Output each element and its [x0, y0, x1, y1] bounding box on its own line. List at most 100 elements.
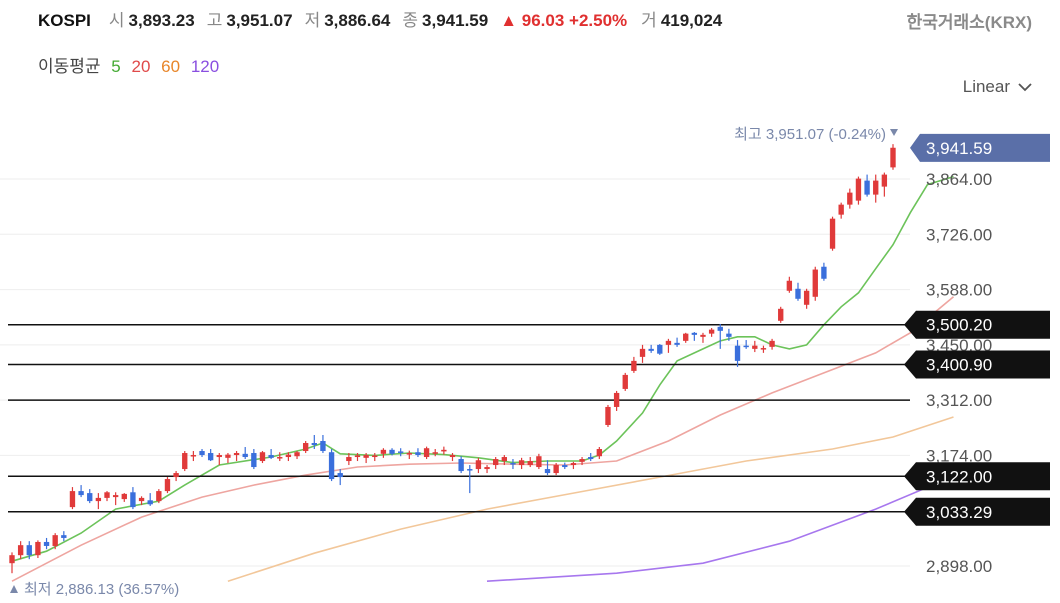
candle-body [734, 345, 741, 361]
candle-body [328, 452, 335, 480]
candle-body [743, 345, 749, 348]
candle-body [467, 469, 473, 471]
ma-5-line [11, 175, 954, 562]
candle-body [26, 545, 32, 556]
candle-body [890, 147, 896, 168]
candle-body [588, 457, 594, 460]
low-annotation: 최저 2,886.13 (36.57%) [24, 581, 179, 598]
candle-body [207, 453, 214, 461]
horizontal-line-tag [904, 350, 1050, 379]
current-price-label: 3,941.59 [926, 139, 992, 158]
y-tick-label: 3,312.00 [926, 391, 992, 410]
horizontal-line-label: 3,400.90 [926, 356, 992, 375]
candle-body [553, 465, 559, 474]
ma-legend-5[interactable]: 5 [111, 57, 121, 76]
candle-body [138, 497, 145, 502]
candle-body [639, 348, 646, 357]
candle-body [570, 463, 577, 466]
candle-body [441, 449, 447, 452]
candle-body [182, 453, 188, 470]
candle-body [311, 443, 317, 446]
candle-body [717, 326, 723, 331]
candle-body [803, 290, 810, 305]
candle-body [147, 500, 153, 505]
candle-body [233, 453, 240, 456]
candle-body [812, 269, 818, 297]
candle-body [372, 455, 378, 458]
candle-body [795, 288, 801, 299]
candle-body [518, 460, 525, 466]
candle-body [190, 455, 197, 457]
current-price-tag [910, 133, 1050, 162]
candle-body [449, 455, 456, 458]
candle-body [61, 535, 67, 538]
high-value: 3,951.07 [226, 11, 293, 30]
candle-body [173, 473, 179, 478]
candle-body [363, 455, 369, 458]
candle-body [406, 453, 412, 455]
candle-body [691, 332, 698, 335]
horizontal-line-label: 3,122.00 [926, 467, 992, 486]
candle-body [9, 555, 15, 564]
horizontal-line-tag [904, 310, 1050, 339]
candle-body [337, 473, 343, 478]
candle-body [259, 452, 266, 462]
candle-body [778, 308, 784, 321]
candle-body [501, 457, 508, 462]
ma-legend-60[interactable]: 60 [161, 57, 181, 76]
y-tick-label: 3,588.00 [926, 281, 992, 300]
candle-body [285, 454, 292, 458]
scale-selector[interactable]: Linear [963, 77, 1032, 97]
candle-body [648, 348, 654, 351]
candle-body [242, 453, 248, 458]
candle-body [423, 448, 430, 458]
low-value: 3,886.64 [324, 11, 391, 30]
candle-body [251, 453, 257, 468]
candle-body [302, 443, 309, 452]
candle-body [700, 334, 706, 337]
candle-body [225, 454, 231, 458]
candle-body [752, 345, 758, 349]
candle-body [475, 460, 482, 470]
close-value: 3,941.59 [422, 11, 489, 30]
candle-body [320, 441, 326, 452]
ma-legend-20[interactable]: 20 [131, 57, 151, 76]
candle-body [544, 469, 551, 474]
candle-body [821, 266, 827, 279]
candle-body [277, 457, 283, 459]
y-tick-label: 3,726.00 [926, 225, 992, 244]
ohlc-summary: KOSPI 시 3,893.23 고 3,951.07 저 3,886.64 종… [38, 6, 734, 30]
candle-body [605, 406, 611, 425]
candle-body [346, 457, 352, 462]
candle-body [294, 452, 300, 457]
symbol-name: KOSPI [38, 11, 91, 30]
candle-body [354, 455, 361, 458]
candle-body [458, 459, 464, 472]
candle-body [87, 493, 93, 502]
high-annotation: 최고 3,951.07 (-0.24%) [734, 126, 886, 143]
candle-body [389, 449, 395, 454]
candle-body [78, 491, 84, 496]
candle-body [415, 452, 421, 456]
candle-body [164, 479, 171, 492]
candle-body [847, 192, 853, 205]
open-value: 3,893.23 [128, 11, 195, 30]
ma-legend-120[interactable]: 120 [190, 57, 220, 76]
candle-body [216, 455, 222, 458]
candle-body [873, 180, 879, 195]
candle-body [829, 218, 836, 249]
candle-body [95, 497, 102, 502]
candle-body [199, 451, 205, 456]
volume-label: 거 [641, 11, 657, 30]
ma-legend: 이동평균 5 20 60 120 [38, 52, 225, 77]
high-label: 고 [206, 11, 223, 30]
candle-body [17, 545, 24, 556]
candle-body [121, 493, 127, 500]
candle-body [665, 340, 672, 345]
candle-body [112, 495, 119, 498]
candle-body [156, 491, 162, 502]
candle-body [864, 180, 870, 195]
candle-body [708, 329, 715, 334]
candle-body [69, 491, 76, 508]
